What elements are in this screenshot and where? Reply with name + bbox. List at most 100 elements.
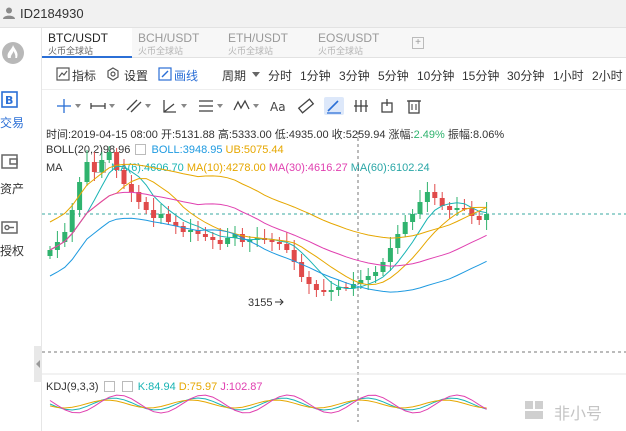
text-tool-icon[interactable]: Aa bbox=[268, 97, 288, 115]
candle-body bbox=[99, 160, 105, 172]
low-price-marker: 3155 bbox=[248, 297, 272, 309]
candle-body bbox=[484, 214, 490, 220]
interval-1m[interactable]: 1分钟 bbox=[300, 69, 331, 83]
candle-body bbox=[328, 290, 334, 292]
ohlc-change-label: 涨幅: bbox=[388, 129, 414, 141]
candle-body bbox=[336, 287, 342, 290]
candle-body bbox=[299, 262, 305, 277]
tab-eos-usdt[interactable]: EOS/USDT 火币全球站 bbox=[312, 28, 402, 58]
interval-2h[interactable]: 2小时 bbox=[592, 69, 623, 83]
ohlc-open: 开:5131.88 bbox=[160, 129, 215, 141]
candle-body bbox=[350, 284, 356, 288]
period-select[interactable]: 周期 bbox=[222, 69, 247, 83]
layer-icon[interactable] bbox=[378, 97, 398, 115]
tab-exchange: 火币全球站 bbox=[318, 46, 364, 56]
candle-body bbox=[269, 240, 275, 242]
candle-body bbox=[225, 238, 231, 244]
candle-body bbox=[47, 250, 53, 256]
tab-btc-usdt[interactable]: BTC/USDT 火币全球站 bbox=[42, 28, 132, 58]
candle-body bbox=[106, 152, 112, 160]
candle-body bbox=[358, 280, 364, 284]
interval-10m[interactable]: 10分钟 bbox=[417, 69, 455, 83]
candle-body bbox=[114, 152, 120, 170]
left-rail: B 交易 资产 授权 bbox=[0, 28, 42, 431]
rail-item-auth[interactable]: 授权 bbox=[0, 218, 42, 258]
user-icon[interactable] bbox=[2, 6, 16, 20]
angle-tool-icon[interactable] bbox=[160, 97, 180, 115]
pair-tab-bar: BTC/USDT 火币全球站 BCH/USDT 火币全球站 ETH/USDT 火… bbox=[42, 28, 626, 58]
rail-item-trade[interactable]: B 交易 bbox=[0, 90, 42, 130]
watermark-text: 非小号 bbox=[554, 404, 603, 423]
candle-body bbox=[447, 206, 453, 210]
indicators-button[interactable]: 指标 bbox=[72, 69, 97, 83]
crosshair-icon[interactable] bbox=[54, 97, 74, 115]
candle-body bbox=[188, 230, 194, 232]
user-id: ID2184930 bbox=[20, 6, 84, 21]
candle-body bbox=[173, 222, 179, 226]
candle-body bbox=[158, 214, 164, 218]
huobi-logo-icon bbox=[2, 42, 24, 64]
candle-body bbox=[62, 232, 68, 242]
candle-body bbox=[136, 192, 142, 202]
candle-body bbox=[210, 237, 216, 240]
watermark-logo: 非小号 bbox=[522, 396, 622, 424]
tab-bch-usdt[interactable]: BCH/USDT 火币全球站 bbox=[132, 28, 222, 58]
tab-exchange: 火币全球站 bbox=[228, 46, 274, 56]
kdj-j: J:102.87 bbox=[220, 381, 263, 393]
rail-label-auth: 授权 bbox=[0, 244, 25, 258]
ohlc-amp: 8.06% bbox=[472, 129, 505, 141]
chart-toolbar: 指标 设置 画线 周期 分时 1分钟 3分钟 5分钟 10分钟 15分钟 30分… bbox=[42, 58, 626, 90]
interval-timeshare[interactable]: 分时 bbox=[268, 69, 293, 83]
candle-body bbox=[454, 208, 460, 210]
caret-down-icon bbox=[253, 104, 259, 108]
parallel-channel-icon[interactable] bbox=[124, 97, 144, 115]
caret-left-icon bbox=[36, 360, 40, 368]
candle-body bbox=[469, 208, 475, 216]
pen-icon bbox=[158, 67, 172, 81]
tab-eth-usdt[interactable]: ETH/USDT 火币全球站 bbox=[222, 28, 312, 58]
chart-grid bbox=[42, 132, 626, 422]
ma-name: MA bbox=[46, 162, 62, 174]
kdj-close-icon[interactable] bbox=[121, 381, 133, 392]
ma10-line bbox=[49, 178, 487, 286]
tab-pair: BCH/USDT bbox=[138, 31, 200, 45]
interval-3m[interactable]: 3分钟 bbox=[339, 69, 370, 83]
candle-body bbox=[69, 210, 75, 232]
candle-body bbox=[321, 290, 327, 292]
interval-1h[interactable]: 1小时 bbox=[553, 69, 584, 83]
kdj-name: KDJ(9,3,3) bbox=[46, 381, 99, 393]
boll-lb: BOLL:3948.95 bbox=[151, 144, 223, 156]
ohlc-low: 低:4935.00 bbox=[274, 129, 329, 141]
candle-body bbox=[195, 230, 201, 234]
interval-5m[interactable]: 5分钟 bbox=[378, 69, 409, 83]
magnet-pen-icon[interactable] bbox=[324, 97, 344, 115]
candle-body bbox=[151, 210, 157, 218]
kdj-settings-icon[interactable] bbox=[103, 381, 115, 392]
lock-drawings-icon[interactable] bbox=[352, 97, 372, 115]
kdj-d: D:75.97 bbox=[178, 381, 218, 393]
interval-15m[interactable]: 15分钟 bbox=[462, 69, 500, 83]
add-tab-button[interactable]: + bbox=[412, 37, 424, 49]
rail-item-assets[interactable]: 资产 bbox=[0, 152, 42, 196]
candle-body bbox=[395, 234, 401, 248]
rail-label-trade: 交易 bbox=[0, 116, 25, 130]
settings-button[interactable]: 设置 bbox=[124, 69, 149, 83]
fib-levels-icon[interactable] bbox=[196, 97, 216, 115]
horizontal-segment-icon[interactable] bbox=[88, 97, 108, 115]
boll-settings-icon[interactable] bbox=[135, 144, 147, 155]
ohlc-amp-label: 振幅: bbox=[447, 129, 473, 141]
boll-name: BOLL(20,2) bbox=[46, 144, 103, 156]
candle-body bbox=[232, 234, 238, 238]
top-bar: ID2184930 bbox=[0, 0, 626, 28]
feixiaohao-logo-icon bbox=[525, 401, 543, 419]
drawing-toolbar: Aa bbox=[42, 90, 626, 122]
ruler-icon[interactable] bbox=[296, 97, 316, 115]
interval-30m[interactable]: 30分钟 bbox=[507, 69, 545, 83]
candle-body bbox=[410, 214, 416, 222]
candlestick-chart[interactable]: 3155 bbox=[42, 122, 626, 431]
rail-collapse-handle[interactable] bbox=[34, 346, 42, 382]
trash-icon[interactable] bbox=[404, 97, 424, 115]
draw-button[interactable]: 画线 bbox=[174, 69, 199, 83]
wave-pattern-icon[interactable] bbox=[232, 97, 252, 115]
ma30-line bbox=[49, 191, 487, 267]
